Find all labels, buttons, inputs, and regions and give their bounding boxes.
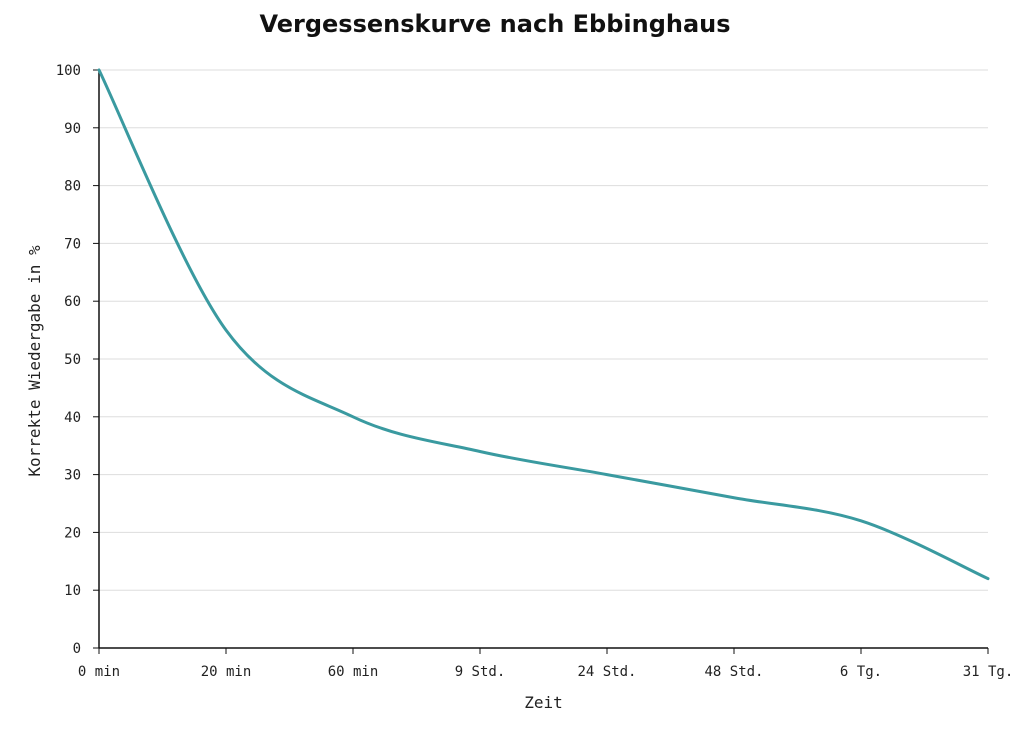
- data-point: [986, 577, 990, 581]
- y-tick-label: 60: [64, 294, 81, 310]
- y-tick-label: 80: [64, 179, 81, 195]
- x-axis-label: Zeit: [524, 693, 563, 712]
- series-line: [97, 68, 990, 581]
- grid-lines: [99, 69, 988, 591]
- x-tick-label: 24 Std.: [577, 664, 636, 680]
- y-tick-label: 30: [64, 468, 81, 484]
- y-tick-label: 70: [64, 236, 81, 252]
- y-tick-label: 50: [64, 352, 81, 368]
- y-tick-label: 0: [73, 641, 81, 657]
- data-point: [859, 519, 863, 523]
- x-tick-label: 20 min: [201, 664, 252, 680]
- data-points: [97, 68, 990, 581]
- x-tick-labels: 0 min 20 min 60 min 9 Std. 24 Std. 48 Std. 6 T…: [78, 648, 1013, 680]
- data-point: [732, 496, 736, 500]
- y-tick-label: 10: [64, 583, 81, 599]
- data-point: [351, 415, 355, 419]
- y-tick-label: 90: [64, 121, 81, 137]
- data-point: [224, 328, 228, 332]
- chart-title: Vergessenskurve nach Ebbinghaus: [259, 10, 731, 38]
- y-axis-label: Korrekte Wiedergabe in %: [25, 245, 44, 477]
- y-tick-label: 40: [64, 410, 81, 426]
- x-tick-label: 6 Tg.: [840, 664, 882, 680]
- x-tick-label: 9 Std.: [455, 664, 506, 680]
- data-point: [605, 473, 609, 477]
- x-tick-label: 0 min: [78, 664, 120, 680]
- data-point: [97, 68, 101, 72]
- x-tick-label: 48 Std.: [704, 664, 763, 680]
- y-tick-label: 20: [64, 525, 81, 541]
- data-point: [478, 449, 482, 453]
- y-tick-labels: 0 10 20 30 40 50 60 70 80 90 100: [56, 63, 99, 657]
- x-tick-label: 60 min: [328, 664, 379, 680]
- x-tick-label: 31 Tg.: [963, 664, 1014, 680]
- y-tick-label: 100: [56, 63, 81, 79]
